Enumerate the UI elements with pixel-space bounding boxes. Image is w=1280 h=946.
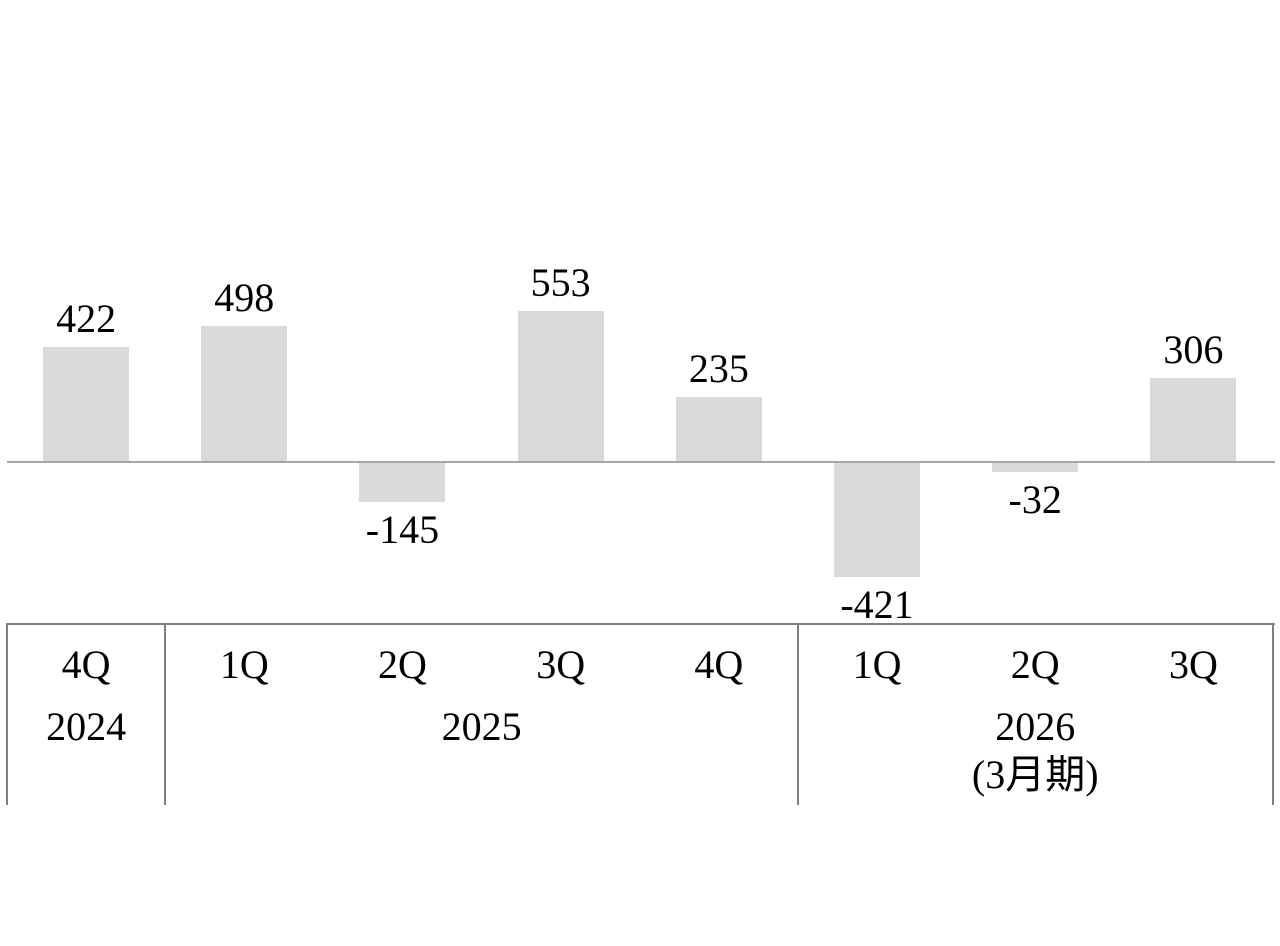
bar: [992, 463, 1079, 472]
x-axis-year-sublabel: (3月期): [971, 752, 1099, 797]
bar: [201, 326, 288, 461]
bar-value-label: 306: [1163, 327, 1224, 373]
bar: [517, 311, 604, 461]
x-axis-quarter-label: 4Q: [61, 642, 111, 687]
x-axis-year-label: 2025: [441, 704, 522, 749]
x-axis-quarter-label: 2Q: [378, 642, 427, 687]
bar-chart-plot: 422 498 -145 553 235 -421 -32 306: [7, 260, 1275, 627]
bar: [359, 463, 446, 503]
table-vertical-divider: [1271, 623, 1274, 805]
bar-value-label: -421: [840, 582, 914, 628]
table-top-border: [7, 623, 1275, 625]
bar: [43, 346, 130, 461]
bar-value-label: 235: [688, 346, 749, 392]
x-axis-quarter-label: 4Q: [694, 642, 744, 687]
bar-value-label: 422: [56, 295, 117, 341]
x-axis-quarter-label: 1Q: [219, 642, 269, 687]
bar: [1150, 378, 1237, 461]
x-axis-quarter-label: 3Q: [536, 642, 586, 687]
bar-value-label: 553: [530, 260, 591, 306]
bar-value-label: -32: [1008, 476, 1062, 522]
table-vertical-divider: [796, 623, 799, 805]
bar: [834, 463, 921, 578]
table-vertical-divider: [164, 623, 167, 805]
bar: [675, 397, 762, 461]
x-axis-quarter-label: 3Q: [1168, 642, 1218, 687]
x-axis-zero-line: [7, 461, 1275, 463]
x-axis-year-label: 2024: [46, 704, 127, 749]
bar-value-label: 498: [214, 275, 275, 321]
bar-value-label: -145: [365, 507, 440, 553]
table-vertical-divider: [6, 623, 8, 805]
x-axis-year-label: 2026: [995, 704, 1076, 749]
x-axis-quarter-label: 2Q: [1010, 642, 1060, 687]
x-axis-quarter-label: 1Q: [852, 642, 902, 687]
